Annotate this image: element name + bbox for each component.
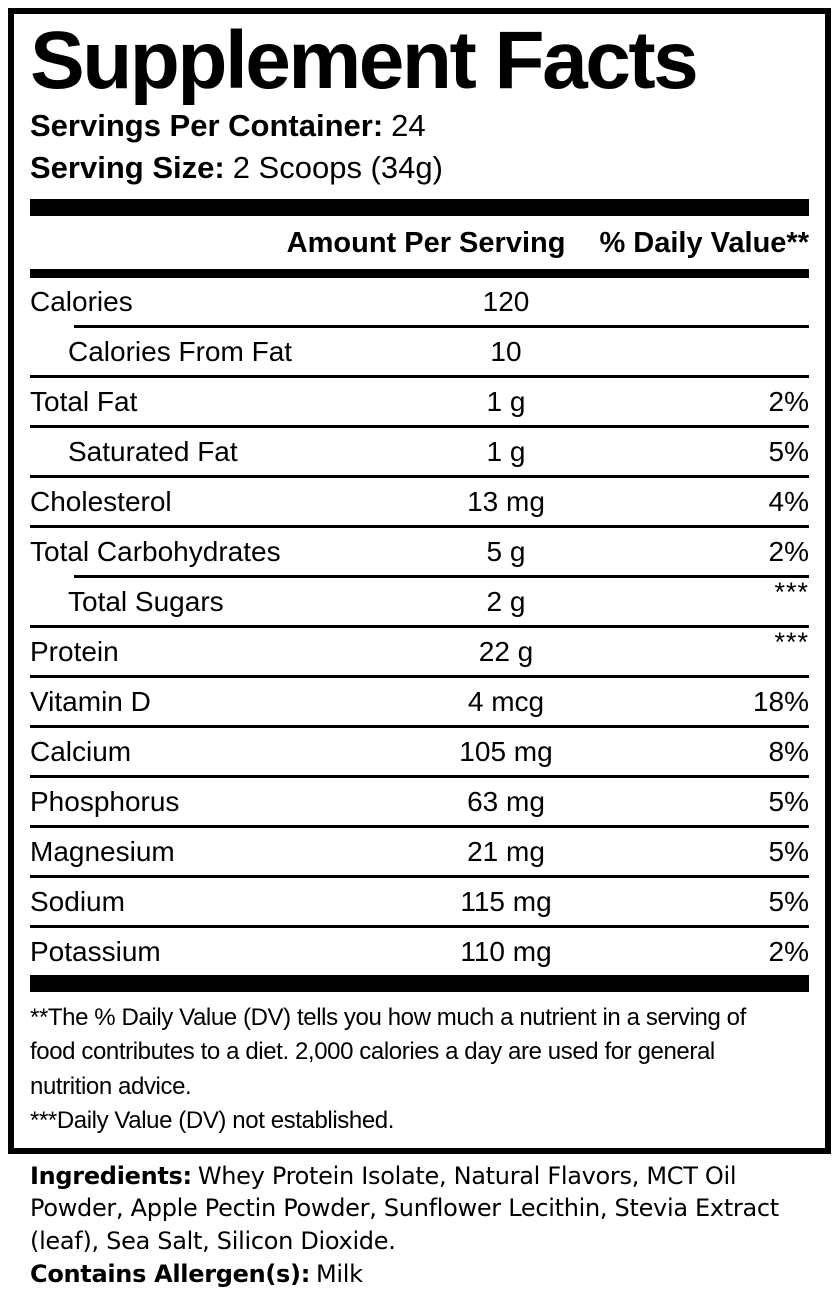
nutrient-amount: 21 mg [467,835,545,867]
table-row: Potassium 110 mg 2% [30,928,809,975]
row-separator [30,525,809,529]
nutrient-name: Magnesium [30,835,175,867]
amount-column-header: Amount Per Serving [286,227,566,260]
nutrient-name: Total Carbohydrates [30,535,281,567]
row-separator [30,925,809,929]
allergen-line: Contains Allergen(s): Milk [30,1258,810,1290]
nutrient-name: Protein [30,635,119,667]
nutrient-amount: 120 [482,285,530,317]
daily-value-column-header: % Daily Value** [599,227,809,260]
table-row: Protein 22 g *** [30,627,809,675]
serving-size-value: 2 Scoops (34g) [232,150,443,186]
row-separator [74,575,809,579]
nutrient-name: Saturated Fat [68,435,238,467]
row-separator [30,675,809,679]
table-row: Sodium 115 mg 5% [30,878,809,925]
nutrient-name: Calories From Fat [68,335,293,367]
ingredients-label: Ingredients: [30,1161,192,1190]
nutrient-name: Sodium [30,885,125,917]
nutrient-daily-value: 2% [768,385,809,417]
nutrient-name: Calories [30,285,133,317]
servings-per-container: Servings Per Container: 24 [30,107,809,144]
nutrient-name: Phosphorus [30,785,180,817]
nutrient-name: Calcium [30,735,132,767]
thick-divider-bottom [30,975,809,993]
row-separator [30,475,809,479]
nutrient-daily-value: *** [774,627,809,658]
row-separator [30,375,809,379]
nutrient-name: Vitamin D [30,685,151,717]
row-separator [30,725,809,729]
nutrient-amount: 4 mcg [467,685,545,717]
row-separator [74,325,809,329]
table-row: Saturated Fat 1 g 5% [30,428,809,475]
table-row: Calories 120 [30,278,809,325]
table-row: Total Carbohydrates 5 g 2% [30,528,809,575]
supplement-facts-panel: Supplement Facts Servings Per Container:… [8,8,831,1154]
nutrient-amount: 110 mg [460,935,552,967]
table-row: Total Sugars 2 g *** [30,577,809,625]
row-separator [30,625,809,629]
nutrient-name: Cholesterol [30,485,172,517]
nutrient-rows: Calories 120 Calories From Fat 10 Total … [30,278,809,975]
ingredients-text: Whey Protein Isolate, Natural Flavors, M… [30,1161,779,1255]
nutrient-daily-value: 5% [768,435,809,467]
nutrient-amount: 5 g [486,535,526,567]
table-row: Cholesterol 13 mg 4% [30,478,809,525]
ingredients-line: Ingredients: Whey Protein Isolate, Natura… [30,1160,810,1258]
nutrient-amount: 13 mg [467,485,545,517]
table-row: Vitamin D 4 mcg 18% [30,678,809,725]
nutrient-daily-value: 8% [768,735,809,767]
nutrient-daily-value: 5% [768,785,809,817]
serving-size-label: Serving Size: [30,150,225,186]
nutrient-daily-value: 2% [768,535,809,567]
footnotes: **The % Daily Value (DV) tells you how m… [30,992,809,1137]
table-header: Amount Per Serving % Daily Value** [30,216,809,269]
nutrient-amount: 105 mg [459,735,553,767]
nutrient-amount: 2 g [486,585,526,617]
header-divider [30,269,809,279]
page-title: Supplement Facts [30,15,699,106]
nutrient-amount: 10 [490,335,522,367]
nutrient-name: Total Fat [30,385,138,417]
table-row: Total Fat 1 g 2% [30,378,809,425]
nutrient-name: Potassium [30,935,161,967]
nutrient-daily-value: 5% [768,835,809,867]
nutrient-amount: 22 g [478,635,534,667]
allergen-value: Milk [316,1259,363,1288]
nutrient-amount: 1 g [486,435,526,467]
servings-per-container-value: 24 [391,108,426,143]
thick-divider-top [30,199,809,217]
nutrient-daily-value: *** [774,577,809,608]
table-row: Calories From Fat 10 [30,328,809,375]
table-row: Phosphorus 63 mg 5% [30,778,809,825]
dv-not-established-footnote: ***Daily Value (DV) not established. [30,1106,395,1134]
servings-per-container-label: Servings Per Container: [30,108,384,143]
nutrient-amount: 1 g [486,385,526,417]
table-row: Calcium 105 mg 8% [30,728,809,775]
nutrient-daily-value: 5% [768,885,809,917]
row-separator [30,875,809,879]
nutrient-daily-value: 4% [768,485,809,517]
allergen-label: Contains Allergen(s): [30,1259,311,1288]
row-separator [30,825,809,829]
daily-value-footnote: **The % Daily Value (DV) tells you how m… [30,1004,746,1100]
row-separator [30,775,809,779]
nutrient-amount: 63 mg [467,785,545,817]
nutrient-amount: 115 mg [460,885,552,917]
nutrient-daily-value: 2% [768,935,809,967]
table-row: Magnesium 21 mg 5% [30,828,809,875]
row-separator [30,425,809,429]
nutrient-name: Total Sugars [68,585,224,617]
ingredients-section: Ingredients: Whey Protein Isolate, Natura… [30,1160,810,1290]
nutrient-daily-value: 18% [752,685,809,717]
serving-size: Serving Size: 2 Scoops (34g) [30,149,809,186]
